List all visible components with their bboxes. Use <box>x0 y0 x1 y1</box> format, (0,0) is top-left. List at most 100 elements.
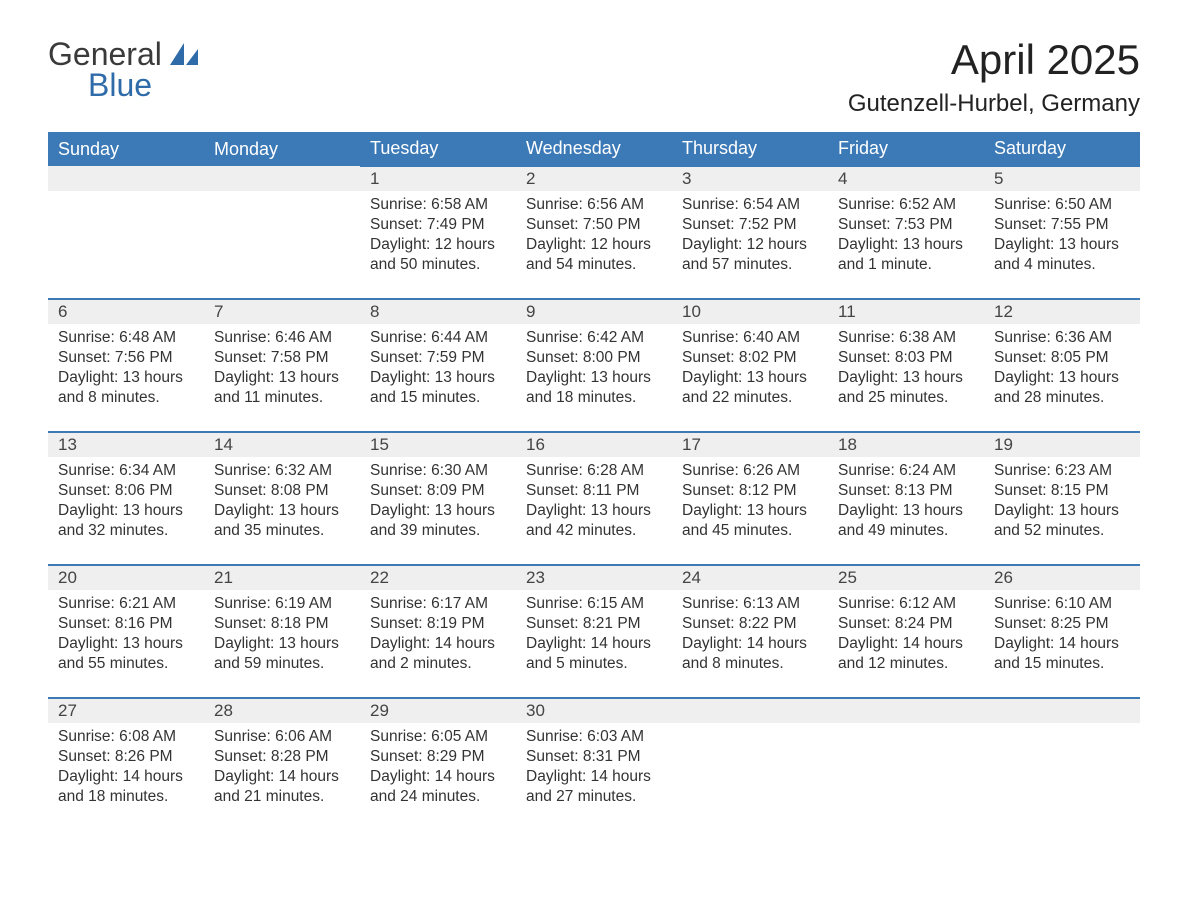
weekday-header: Wednesday <box>516 132 672 166</box>
sunset-text: Sunset: 8:03 PM <box>838 348 974 368</box>
day-number-cell: 3 <box>672 166 828 191</box>
sunrise-text: Sunrise: 6:19 AM <box>214 594 350 614</box>
daylight-text: Daylight: 13 hours <box>58 634 194 654</box>
daylight-text: and 50 minutes. <box>370 255 506 275</box>
day-number-cell: 29 <box>360 698 516 723</box>
day-number-cell: 17 <box>672 432 828 457</box>
daylight-text: Daylight: 13 hours <box>370 501 506 521</box>
day-data-cell: Sunrise: 6:08 AMSunset: 8:26 PMDaylight:… <box>48 723 204 831</box>
daylight-text: Daylight: 13 hours <box>214 634 350 654</box>
day-data-cell: Sunrise: 6:05 AMSunset: 8:29 PMDaylight:… <box>360 723 516 831</box>
day-number-cell: 10 <box>672 299 828 324</box>
day-number-cell: 5 <box>984 166 1140 191</box>
day-data-cell: Sunrise: 6:15 AMSunset: 8:21 PMDaylight:… <box>516 590 672 698</box>
daylight-text: Daylight: 13 hours <box>526 501 662 521</box>
day-data-cell: Sunrise: 6:40 AMSunset: 8:02 PMDaylight:… <box>672 324 828 432</box>
day-data-cell: Sunrise: 6:17 AMSunset: 8:19 PMDaylight:… <box>360 590 516 698</box>
daylight-text: and 8 minutes. <box>682 654 818 674</box>
daylight-text: Daylight: 13 hours <box>838 501 974 521</box>
sunset-text: Sunset: 8:15 PM <box>994 481 1130 501</box>
day-data-cell: Sunrise: 6:24 AMSunset: 8:13 PMDaylight:… <box>828 457 984 565</box>
daylight-text: and 55 minutes. <box>58 654 194 674</box>
day-data-cell: Sunrise: 6:44 AMSunset: 7:59 PMDaylight:… <box>360 324 516 432</box>
daylight-text: Daylight: 13 hours <box>58 501 194 521</box>
day-number-row: 20212223242526 <box>48 565 1140 590</box>
sunset-text: Sunset: 8:29 PM <box>370 747 506 767</box>
day-data-cell: Sunrise: 6:03 AMSunset: 8:31 PMDaylight:… <box>516 723 672 831</box>
daylight-text: and 21 minutes. <box>214 787 350 807</box>
day-data-cell: Sunrise: 6:52 AMSunset: 7:53 PMDaylight:… <box>828 191 984 299</box>
daylight-text: Daylight: 13 hours <box>214 368 350 388</box>
sunrise-text: Sunrise: 6:36 AM <box>994 328 1130 348</box>
day-data-cell: Sunrise: 6:56 AMSunset: 7:50 PMDaylight:… <box>516 191 672 299</box>
day-data-cell <box>204 191 360 299</box>
day-data-cell: Sunrise: 6:06 AMSunset: 8:28 PMDaylight:… <box>204 723 360 831</box>
day-number-row: 13141516171819 <box>48 432 1140 457</box>
day-number-cell: 4 <box>828 166 984 191</box>
calendar-table: Sunday Monday Tuesday Wednesday Thursday… <box>48 132 1140 831</box>
day-data-row: Sunrise: 6:21 AMSunset: 8:16 PMDaylight:… <box>48 590 1140 698</box>
day-data-row: Sunrise: 6:58 AMSunset: 7:49 PMDaylight:… <box>48 191 1140 299</box>
day-number-cell: 19 <box>984 432 1140 457</box>
day-data-row: Sunrise: 6:34 AMSunset: 8:06 PMDaylight:… <box>48 457 1140 565</box>
daylight-text: Daylight: 13 hours <box>838 368 974 388</box>
day-number-cell: 28 <box>204 698 360 723</box>
sunrise-text: Sunrise: 6:56 AM <box>526 195 662 215</box>
daylight-text: and 35 minutes. <box>214 521 350 541</box>
day-data-cell: Sunrise: 6:28 AMSunset: 8:11 PMDaylight:… <box>516 457 672 565</box>
sunrise-text: Sunrise: 6:46 AM <box>214 328 350 348</box>
daylight-text: Daylight: 13 hours <box>838 235 974 255</box>
weekday-header: Tuesday <box>360 132 516 166</box>
sunrise-text: Sunrise: 6:42 AM <box>526 328 662 348</box>
day-data-cell: Sunrise: 6:58 AMSunset: 7:49 PMDaylight:… <box>360 191 516 299</box>
day-number-cell: 24 <box>672 565 828 590</box>
daylight-text: and 32 minutes. <box>58 521 194 541</box>
daylight-text: and 2 minutes. <box>370 654 506 674</box>
day-data-cell <box>672 723 828 831</box>
location-title: Gutenzell-Hurbel, Germany <box>848 90 1140 118</box>
day-data-cell: Sunrise: 6:12 AMSunset: 8:24 PMDaylight:… <box>828 590 984 698</box>
sunset-text: Sunset: 8:22 PM <box>682 614 818 634</box>
day-data-cell: Sunrise: 6:10 AMSunset: 8:25 PMDaylight:… <box>984 590 1140 698</box>
daylight-text: and 8 minutes. <box>58 388 194 408</box>
day-number-cell: 26 <box>984 565 1140 590</box>
day-number-row: 27282930 <box>48 698 1140 723</box>
weekday-header: Thursday <box>672 132 828 166</box>
sunset-text: Sunset: 7:53 PM <box>838 215 974 235</box>
day-data-cell: Sunrise: 6:19 AMSunset: 8:18 PMDaylight:… <box>204 590 360 698</box>
day-data-cell: Sunrise: 6:42 AMSunset: 8:00 PMDaylight:… <box>516 324 672 432</box>
day-number-row: 12345 <box>48 166 1140 191</box>
sunrise-text: Sunrise: 6:03 AM <box>526 727 662 747</box>
daylight-text: Daylight: 14 hours <box>58 767 194 787</box>
day-data-cell <box>828 723 984 831</box>
logo: General Blue <box>48 36 198 104</box>
calendar-body: 12345Sunrise: 6:58 AMSunset: 7:49 PMDayl… <box>48 166 1140 831</box>
day-number-cell: 27 <box>48 698 204 723</box>
sunset-text: Sunset: 8:11 PM <box>526 481 662 501</box>
day-number-cell: 22 <box>360 565 516 590</box>
daylight-text: Daylight: 13 hours <box>370 368 506 388</box>
sunset-text: Sunset: 8:31 PM <box>526 747 662 767</box>
daylight-text: and 22 minutes. <box>682 388 818 408</box>
day-data-cell: Sunrise: 6:54 AMSunset: 7:52 PMDaylight:… <box>672 191 828 299</box>
daylight-text: and 59 minutes. <box>214 654 350 674</box>
day-data-cell <box>48 191 204 299</box>
daylight-text: and 39 minutes. <box>370 521 506 541</box>
sunrise-text: Sunrise: 6:30 AM <box>370 461 506 481</box>
sunset-text: Sunset: 8:08 PM <box>214 481 350 501</box>
day-number-cell: 20 <box>48 565 204 590</box>
weekday-header: Friday <box>828 132 984 166</box>
sunset-text: Sunset: 8:24 PM <box>838 614 974 634</box>
sunset-text: Sunset: 8:16 PM <box>58 614 194 634</box>
sunset-text: Sunset: 7:59 PM <box>370 348 506 368</box>
day-data-cell: Sunrise: 6:26 AMSunset: 8:12 PMDaylight:… <box>672 457 828 565</box>
daylight-text: and 54 minutes. <box>526 255 662 275</box>
sunrise-text: Sunrise: 6:15 AM <box>526 594 662 614</box>
daylight-text: Daylight: 14 hours <box>682 634 818 654</box>
sunrise-text: Sunrise: 6:28 AM <box>526 461 662 481</box>
sunrise-text: Sunrise: 6:17 AM <box>370 594 506 614</box>
day-number-cell: 14 <box>204 432 360 457</box>
sunset-text: Sunset: 7:49 PM <box>370 215 506 235</box>
day-data-cell: Sunrise: 6:30 AMSunset: 8:09 PMDaylight:… <box>360 457 516 565</box>
sunrise-text: Sunrise: 6:06 AM <box>214 727 350 747</box>
